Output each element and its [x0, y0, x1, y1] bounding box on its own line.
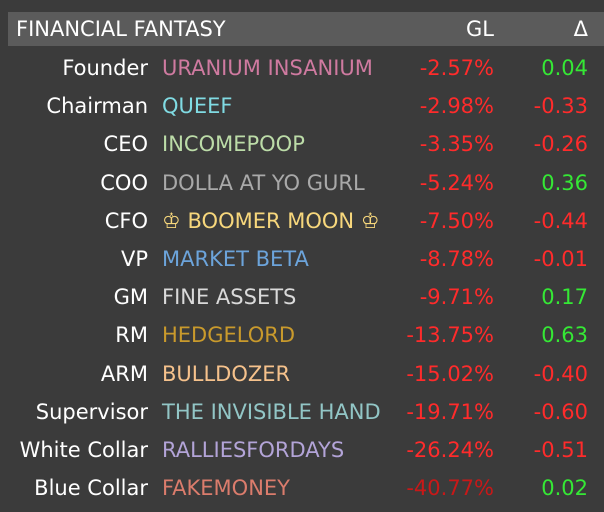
- team-name: URANIUM INSANIUM: [162, 56, 373, 80]
- team-name: QUEEF: [162, 94, 233, 119]
- delta-value: -0.26: [533, 132, 588, 157]
- rank: RM: [115, 323, 148, 348]
- rank: Founder: [62, 56, 148, 80]
- delta-value: -0.44: [533, 208, 588, 233]
- team-name: ♔ BOOMER MOON ♔: [162, 208, 380, 233]
- gl-value: -3.35%: [419, 132, 494, 157]
- team-name: INCOMEPOOP: [162, 132, 305, 157]
- gl-value: -2.98%: [419, 94, 494, 119]
- rank: CFO: [104, 208, 148, 233]
- gl-value: -8.78%: [419, 247, 494, 271]
- team-name: RALLIESFORDAYS: [162, 438, 345, 462]
- rank: White Collar: [19, 438, 148, 462]
- delta-value: -0.33: [533, 94, 588, 119]
- rank: ARM: [100, 361, 148, 386]
- delta-value: 0.63: [541, 323, 588, 348]
- gl-value: -13.75%: [406, 323, 494, 348]
- gl-value: -7.50%: [419, 208, 494, 233]
- delta-value: -0.60: [533, 399, 588, 424]
- header-bar: [8, 12, 604, 46]
- gl-header: GL: [466, 17, 494, 41]
- delta-value: 0.04: [541, 56, 588, 80]
- team-name: MARKET BETA: [162, 247, 309, 271]
- delta-value: -0.01: [533, 247, 588, 271]
- gl-value: -40.77%: [406, 476, 494, 501]
- delta-header: Δ: [573, 17, 588, 41]
- rank: VP: [120, 247, 148, 271]
- gl-value: -26.24%: [406, 438, 494, 462]
- delta-value: 0.02: [541, 476, 588, 501]
- delta-value: -0.51: [533, 438, 588, 462]
- rank: CEO: [103, 132, 148, 157]
- team-name: THE INVISIBLE HAND: [162, 399, 381, 424]
- gl-value: -15.02%: [406, 361, 494, 386]
- team-name: FAKEMONEY: [162, 476, 291, 501]
- rank: GM: [113, 285, 148, 310]
- gl-value: -2.57%: [419, 56, 494, 80]
- gl-value: -19.71%: [406, 399, 494, 424]
- team-name: DOLLA AT YO GURL: [162, 170, 365, 195]
- team-name: HEDGELORD: [162, 323, 296, 348]
- delta-value: 0.36: [541, 170, 588, 195]
- rank: Chairman: [46, 94, 148, 119]
- delta-value: -0.40: [533, 361, 588, 386]
- team-name: BULLDOZER: [162, 361, 291, 386]
- gl-value: -9.71%: [419, 285, 494, 310]
- delta-value: 0.17: [541, 285, 588, 310]
- title: FINANCIAL FANTASY: [16, 17, 226, 41]
- rank: Supervisor: [35, 399, 148, 424]
- team-name: FINE ASSETS: [162, 285, 297, 310]
- rank: Blue Collar: [34, 476, 148, 501]
- gl-value: -5.24%: [419, 170, 494, 195]
- rank: COO: [100, 170, 148, 195]
